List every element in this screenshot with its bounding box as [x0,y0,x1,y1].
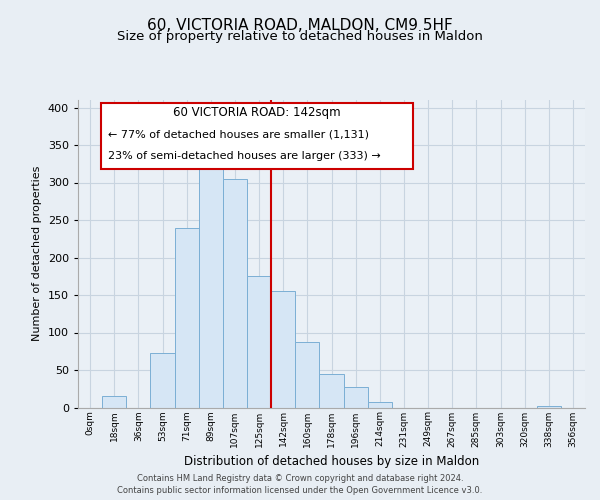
Bar [271,291,295,408]
X-axis label: Distribution of detached houses by size in Maldon: Distribution of detached houses by size … [184,455,479,468]
Bar [102,396,126,407]
Bar [368,402,392,407]
Text: Size of property relative to detached houses in Maldon: Size of property relative to detached ho… [117,30,483,43]
Bar [175,228,199,408]
Bar [319,374,344,408]
Text: 60, VICTORIA ROAD, MALDON, CM9 5HF: 60, VICTORIA ROAD, MALDON, CM9 5HF [147,18,453,32]
Text: 23% of semi-detached houses are larger (333) →: 23% of semi-detached houses are larger (… [109,151,381,161]
FancyBboxPatch shape [101,103,413,169]
Bar [199,156,223,407]
Bar [537,406,561,407]
Text: Contains HM Land Registry data © Crown copyright and database right 2024.: Contains HM Land Registry data © Crown c… [137,474,463,483]
Text: Contains public sector information licensed under the Open Government Licence v3: Contains public sector information licen… [118,486,482,495]
Y-axis label: Number of detached properties: Number of detached properties [32,166,42,342]
Bar [344,387,368,407]
Bar [295,342,319,407]
Bar [223,179,247,408]
Text: ← 77% of detached houses are smaller (1,131): ← 77% of detached houses are smaller (1,… [109,130,370,140]
Text: 60 VICTORIA ROAD: 142sqm: 60 VICTORIA ROAD: 142sqm [173,106,341,120]
Bar [151,353,175,408]
Bar [247,276,271,407]
